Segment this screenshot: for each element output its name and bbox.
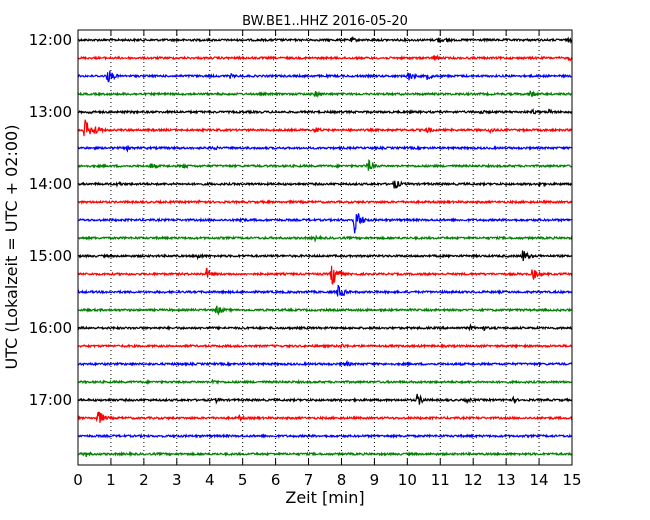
seismogram-trace (77, 180, 573, 189)
y-tick-label: 17:00 (29, 391, 72, 409)
seismogram-trace (77, 411, 573, 424)
y-tick-label: 12:00 (29, 31, 72, 49)
seismogram-trace (77, 284, 573, 297)
x-tick-label: 10 (398, 471, 417, 489)
seismogram-trace (77, 35, 573, 44)
x-tick-label: 2 (139, 471, 149, 489)
seismogram-trace (77, 90, 573, 99)
seismogram-trace (77, 393, 573, 405)
x-tick-label: 7 (304, 471, 314, 489)
x-tick-label: 14 (530, 471, 549, 489)
seismogram-trace (77, 432, 573, 439)
seismogram-trace (77, 119, 573, 137)
seismogram-trace (77, 213, 573, 234)
grid-layer (110, 30, 540, 465)
seismogram-trace (77, 378, 573, 386)
x-tick-label: 9 (370, 471, 380, 489)
x-tick-label: 12 (464, 471, 483, 489)
x-tick-label: 15 (562, 471, 581, 489)
x-tick-label: 6 (271, 471, 281, 489)
x-tick-label: 3 (172, 471, 182, 489)
x-tick-label: 8 (337, 471, 347, 489)
seismogram-trace (77, 158, 573, 171)
chart-title: BW.BE1..HHZ 2016-05-20 (242, 14, 408, 29)
y-tick-label: 15:00 (29, 247, 72, 265)
seismogram-trace (77, 144, 573, 153)
x-tick-label: 11 (431, 471, 450, 489)
seismogram-trace (77, 250, 573, 262)
x-tick-label: 0 (73, 471, 83, 489)
seismogram-trace (77, 359, 573, 367)
seismogram-trace (77, 322, 573, 332)
tick-layer: 0 1 2 3 4 5 6 7 8 9 10 11 12 13 14 1512:0013:0014:0015:… (29, 30, 582, 489)
x-tick-label: 1 (106, 471, 116, 489)
y-tick-label: 13:00 (29, 103, 72, 121)
y-tick-label: 16:00 (29, 319, 72, 337)
seismogram-trace (77, 305, 573, 316)
x-tick-label: 4 (205, 471, 215, 489)
trace-layer (77, 35, 573, 458)
seismogram-trace (77, 234, 573, 243)
seismogram-trace (77, 70, 573, 83)
plot-frame (77, 29, 573, 466)
y-axis-label: UTC (Lokalzeit = UTC + 02:00) (2, 125, 21, 370)
seismogram-trace (77, 450, 573, 458)
x-tick-label: 5 (238, 471, 248, 489)
x-axis-label: Zeit [min] (285, 488, 364, 507)
y-tick-label: 14:00 (29, 175, 72, 193)
seismogram-trace (77, 265, 573, 285)
seismogram-trace (77, 108, 573, 115)
x-tick-label: 13 (497, 471, 516, 489)
seismogram-trace (77, 343, 573, 350)
seismogram-trace (77, 199, 573, 205)
seismogram-trace (77, 54, 573, 62)
